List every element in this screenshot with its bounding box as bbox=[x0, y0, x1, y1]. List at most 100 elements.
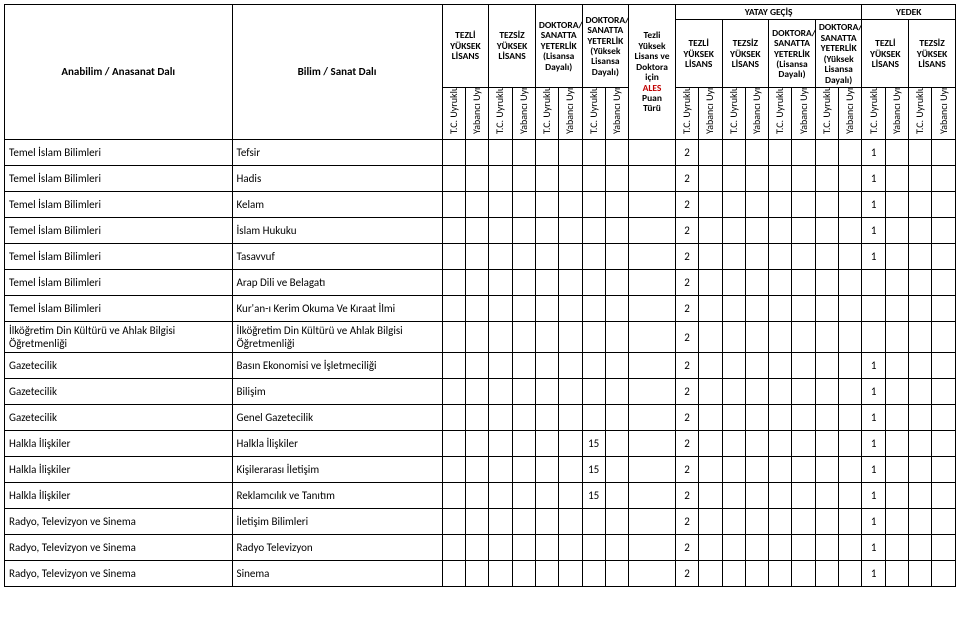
cell-value bbox=[839, 296, 862, 322]
cell-value bbox=[722, 140, 745, 166]
cell-value bbox=[512, 244, 535, 270]
table-row: GazetecilikBasın Ekonomisi ve İşletmecil… bbox=[5, 353, 956, 379]
cell-value: 2 bbox=[675, 270, 698, 296]
cell-value bbox=[745, 353, 768, 379]
cell-value bbox=[769, 244, 792, 270]
cell-value bbox=[839, 561, 862, 587]
cell-value bbox=[885, 218, 908, 244]
sub-y-dok-y: DOKTORA/ SANATTA YETERLİK (Yüksek Lisans… bbox=[815, 20, 862, 88]
cell-value bbox=[839, 509, 862, 535]
cell-value bbox=[465, 405, 488, 431]
cell-value bbox=[932, 270, 956, 296]
cell-value bbox=[535, 322, 558, 353]
cell-value bbox=[442, 218, 465, 244]
cell-value bbox=[582, 353, 605, 379]
cell-value bbox=[489, 140, 512, 166]
cell-value bbox=[885, 431, 908, 457]
cell-value bbox=[932, 483, 956, 509]
cell-value bbox=[745, 509, 768, 535]
cell-value bbox=[489, 561, 512, 587]
sub-r-tezli: TEZLİ YÜKSEK LİSANS bbox=[862, 20, 909, 88]
cell-value bbox=[605, 192, 628, 218]
cell-value: 1 bbox=[862, 509, 885, 535]
cell-value bbox=[722, 244, 745, 270]
cell-value bbox=[745, 192, 768, 218]
cell-value bbox=[722, 379, 745, 405]
grp-dok-l: DOKTORA/ SANATTA YETERLİK (Lisansa Dayal… bbox=[535, 5, 582, 88]
cell-value bbox=[885, 322, 908, 353]
cell-value: 15 bbox=[582, 483, 605, 509]
cell-value bbox=[442, 509, 465, 535]
cell-value bbox=[839, 405, 862, 431]
cell-value bbox=[535, 483, 558, 509]
col-yab: Yabancı Uyruklu bbox=[745, 88, 768, 140]
cell-value bbox=[909, 296, 932, 322]
cell-value bbox=[559, 353, 582, 379]
cell-value: 1 bbox=[862, 192, 885, 218]
cell-value bbox=[512, 431, 535, 457]
cell-value bbox=[582, 322, 605, 353]
cell-value bbox=[489, 270, 512, 296]
cell-value bbox=[629, 483, 676, 509]
cell-value bbox=[815, 218, 838, 244]
cell-value bbox=[839, 431, 862, 457]
cell-value bbox=[815, 192, 838, 218]
cell-value bbox=[559, 535, 582, 561]
cell-value: 2 bbox=[675, 405, 698, 431]
cell-value bbox=[745, 561, 768, 587]
cell-value: 1 bbox=[862, 166, 885, 192]
cell-value bbox=[559, 509, 582, 535]
cell-value bbox=[582, 140, 605, 166]
cell-value bbox=[792, 322, 815, 353]
cell-value bbox=[489, 483, 512, 509]
cell-value bbox=[442, 405, 465, 431]
cell-value bbox=[535, 379, 558, 405]
cell-value bbox=[442, 322, 465, 353]
cell-value bbox=[629, 353, 676, 379]
cell-value bbox=[559, 296, 582, 322]
cell-value bbox=[582, 561, 605, 587]
cell-value bbox=[815, 140, 838, 166]
cell-value bbox=[489, 296, 512, 322]
col-yab: Yabancı Uyruklu bbox=[559, 88, 582, 140]
cell-value bbox=[465, 218, 488, 244]
cell-subject: Tasavvuf bbox=[232, 244, 442, 270]
cell-value bbox=[489, 218, 512, 244]
cell-value bbox=[722, 457, 745, 483]
cell-value: 2 bbox=[675, 457, 698, 483]
cell-value bbox=[605, 244, 628, 270]
cell-value bbox=[745, 244, 768, 270]
cell-value bbox=[745, 379, 768, 405]
grp-ales: Tezli Yüksek Lisans ve Doktora için ALES… bbox=[629, 5, 676, 140]
cell-value bbox=[909, 218, 932, 244]
cell-value bbox=[792, 296, 815, 322]
cell-value bbox=[535, 192, 558, 218]
cell-value bbox=[512, 192, 535, 218]
cell-value bbox=[932, 192, 956, 218]
cell-value bbox=[699, 270, 722, 296]
cell-value bbox=[605, 270, 628, 296]
col-yab: Yabancı Uyruklu bbox=[792, 88, 815, 140]
cell-value bbox=[792, 166, 815, 192]
cell-value bbox=[535, 244, 558, 270]
table-row: Halkla İlişkilerHalkla İlişkiler1521 bbox=[5, 431, 956, 457]
cell-value bbox=[605, 218, 628, 244]
cell-value bbox=[909, 509, 932, 535]
cell-subject: Tefsir bbox=[232, 140, 442, 166]
cell-value bbox=[535, 561, 558, 587]
cell-value bbox=[699, 405, 722, 431]
cell-value bbox=[559, 483, 582, 509]
cell-value bbox=[629, 509, 676, 535]
cell-value bbox=[769, 322, 792, 353]
cell-value bbox=[815, 353, 838, 379]
cell-value bbox=[605, 322, 628, 353]
cell-value bbox=[605, 296, 628, 322]
cell-value bbox=[582, 244, 605, 270]
col-yab: Yabancı Uyruklu bbox=[885, 88, 908, 140]
cell-value bbox=[442, 270, 465, 296]
cell-value bbox=[442, 561, 465, 587]
cell-department: Gazetecilik bbox=[5, 379, 233, 405]
cell-value bbox=[815, 244, 838, 270]
cell-value bbox=[559, 270, 582, 296]
cell-value bbox=[745, 270, 768, 296]
